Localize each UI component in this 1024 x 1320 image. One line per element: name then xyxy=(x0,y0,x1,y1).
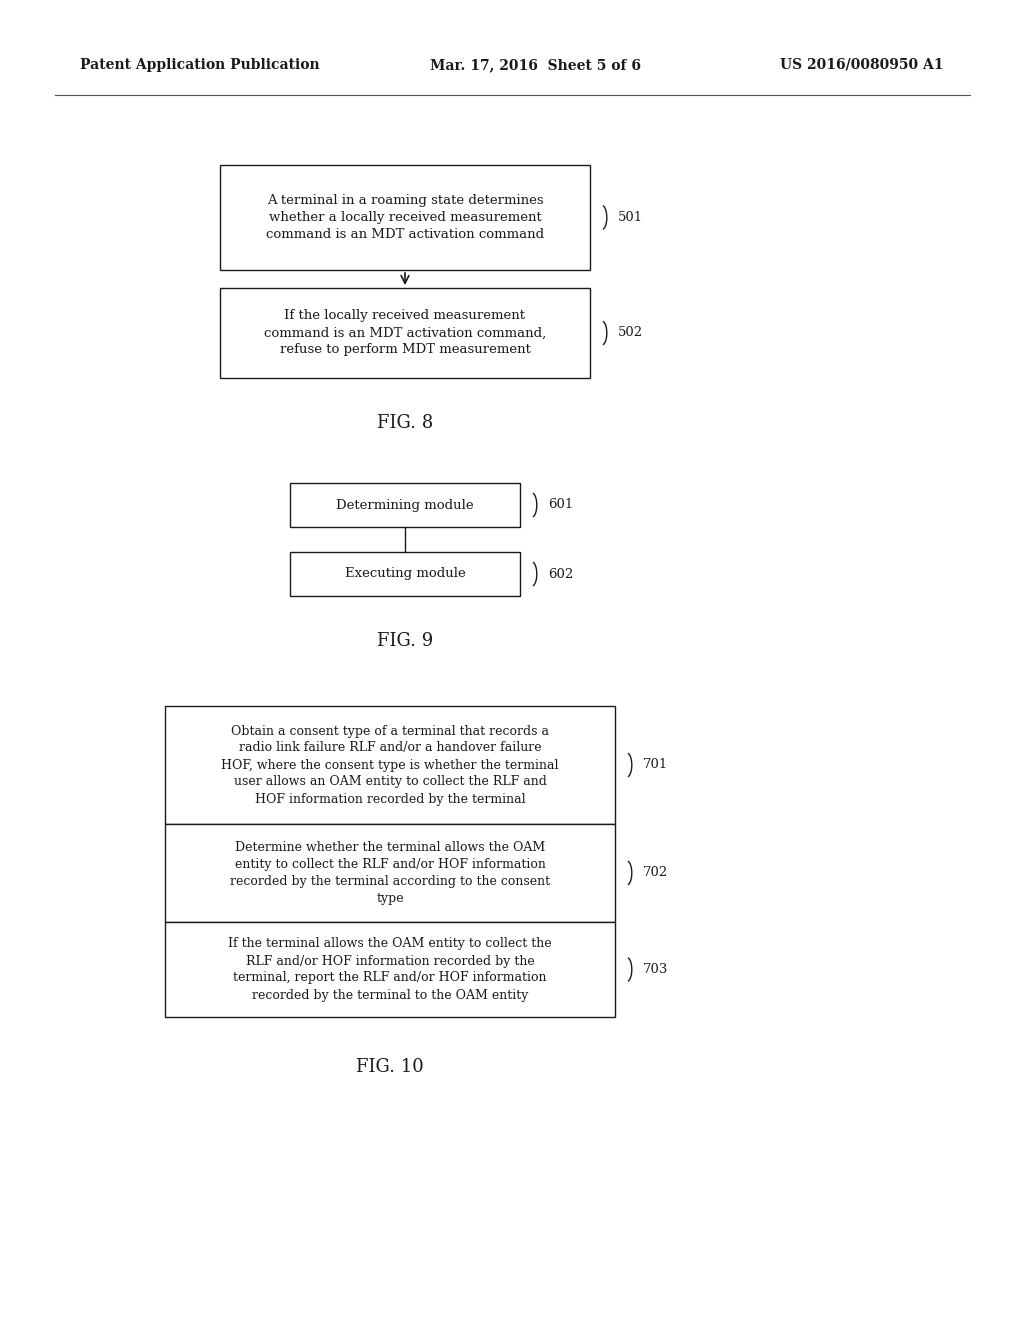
Text: Mar. 17, 2016  Sheet 5 of 6: Mar. 17, 2016 Sheet 5 of 6 xyxy=(430,58,641,73)
Text: 703: 703 xyxy=(643,964,669,975)
Text: 602: 602 xyxy=(548,568,573,581)
Text: If the terminal allows the OAM entity to collect the
RLF and/or HOF information : If the terminal allows the OAM entity to… xyxy=(228,937,552,1002)
Text: 701: 701 xyxy=(643,759,669,771)
Text: FIG. 10: FIG. 10 xyxy=(356,1059,424,1076)
Text: FIG. 8: FIG. 8 xyxy=(377,414,433,432)
Bar xyxy=(165,706,615,824)
Text: FIG. 9: FIG. 9 xyxy=(377,632,433,649)
Bar xyxy=(165,921,615,1016)
Text: 502: 502 xyxy=(618,326,643,339)
Bar xyxy=(290,552,520,597)
Text: Executing module: Executing module xyxy=(345,568,465,581)
Text: 601: 601 xyxy=(548,499,573,511)
Bar xyxy=(290,483,520,527)
Text: Patent Application Publication: Patent Application Publication xyxy=(80,58,319,73)
Text: Determining module: Determining module xyxy=(336,499,474,511)
Text: US 2016/0080950 A1: US 2016/0080950 A1 xyxy=(780,58,943,73)
Bar xyxy=(165,824,615,921)
Text: 501: 501 xyxy=(618,211,643,224)
Bar xyxy=(220,288,590,378)
Text: If the locally received measurement
command is an MDT activation command,
refuse: If the locally received measurement comm… xyxy=(264,309,546,356)
Bar xyxy=(220,165,590,271)
Text: Determine whether the terminal allows the OAM
entity to collect the RLF and/or H: Determine whether the terminal allows th… xyxy=(230,841,550,906)
Text: 702: 702 xyxy=(643,866,669,879)
Text: Obtain a consent type of a terminal that records a
radio link failure RLF and/or: Obtain a consent type of a terminal that… xyxy=(221,725,559,805)
Text: A terminal in a roaming state determines
whether a locally received measurement
: A terminal in a roaming state determines… xyxy=(266,194,544,242)
